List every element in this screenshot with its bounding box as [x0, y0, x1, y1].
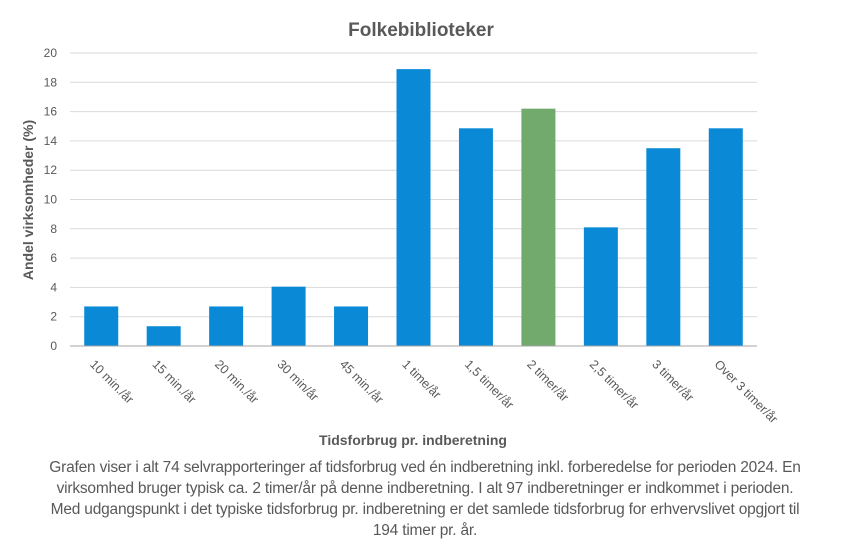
x-tick-label: 15 min./år [150, 357, 199, 406]
bar-0 [84, 306, 119, 346]
x-axis-label: Tidsforbrug pr. indberetning [319, 432, 507, 448]
bar-chart: Folkebiblioteker 0 2 4 6 8 10 12 14 16 18 20 10 mi… [20, 20, 780, 448]
chart-title: Folkebiblioteker [348, 20, 494, 41]
x-tick-label: 30 min/år [274, 357, 321, 404]
x-tick-label: 1 time/år [399, 357, 443, 401]
bar-1 [146, 326, 181, 346]
y-tick-label: 2 [50, 310, 57, 324]
y-tick-label: 6 [50, 251, 57, 265]
chart-caption: Grafen viser i alt 74 selvrapporteringer… [49, 459, 801, 539]
x-tick-label: 45 min./år [337, 357, 386, 406]
bar-8 [583, 227, 618, 346]
bar-5 [396, 69, 431, 347]
y-tick-label: 10 [44, 193, 58, 207]
bars [84, 69, 743, 347]
x-tick-label: 2,5 timer/år [587, 357, 642, 412]
y-tick-label: 18 [44, 75, 58, 89]
bar-7 [521, 108, 556, 346]
bar-4 [334, 306, 369, 346]
y-tick-label: 8 [50, 222, 57, 236]
y-tick-label: 14 [44, 134, 58, 148]
y-tick-label: 0 [50, 339, 57, 353]
y-tick-label: 4 [50, 280, 57, 294]
y-tick-label: 20 [44, 46, 58, 60]
x-tick-label: 1,5 timer/år [462, 357, 517, 412]
x-tick-label: 20 min./år [212, 357, 261, 406]
bar-9 [646, 148, 681, 346]
bar-10 [708, 128, 743, 346]
bar-2 [209, 306, 244, 346]
y-tick-label: 16 [44, 105, 58, 119]
bar-3 [271, 286, 306, 346]
y-axis-label: Andel virksomheder (%) [20, 120, 36, 280]
x-tick-label: 3 timer/år [649, 357, 696, 404]
y-tick-label: 12 [44, 163, 58, 177]
bar-6 [458, 128, 493, 346]
x-axis-ticks: 10 min./år 15 min./år 20 min./år 30 min/år 4… [87, 357, 780, 426]
x-tick-label: Over 3 timer/år [712, 357, 781, 426]
x-tick-label: 2 timer/år [524, 357, 571, 404]
x-tick-label: 10 min./år [87, 357, 136, 406]
y-axis-ticks: 0 2 4 6 8 10 12 14 16 18 20 [44, 46, 58, 353]
